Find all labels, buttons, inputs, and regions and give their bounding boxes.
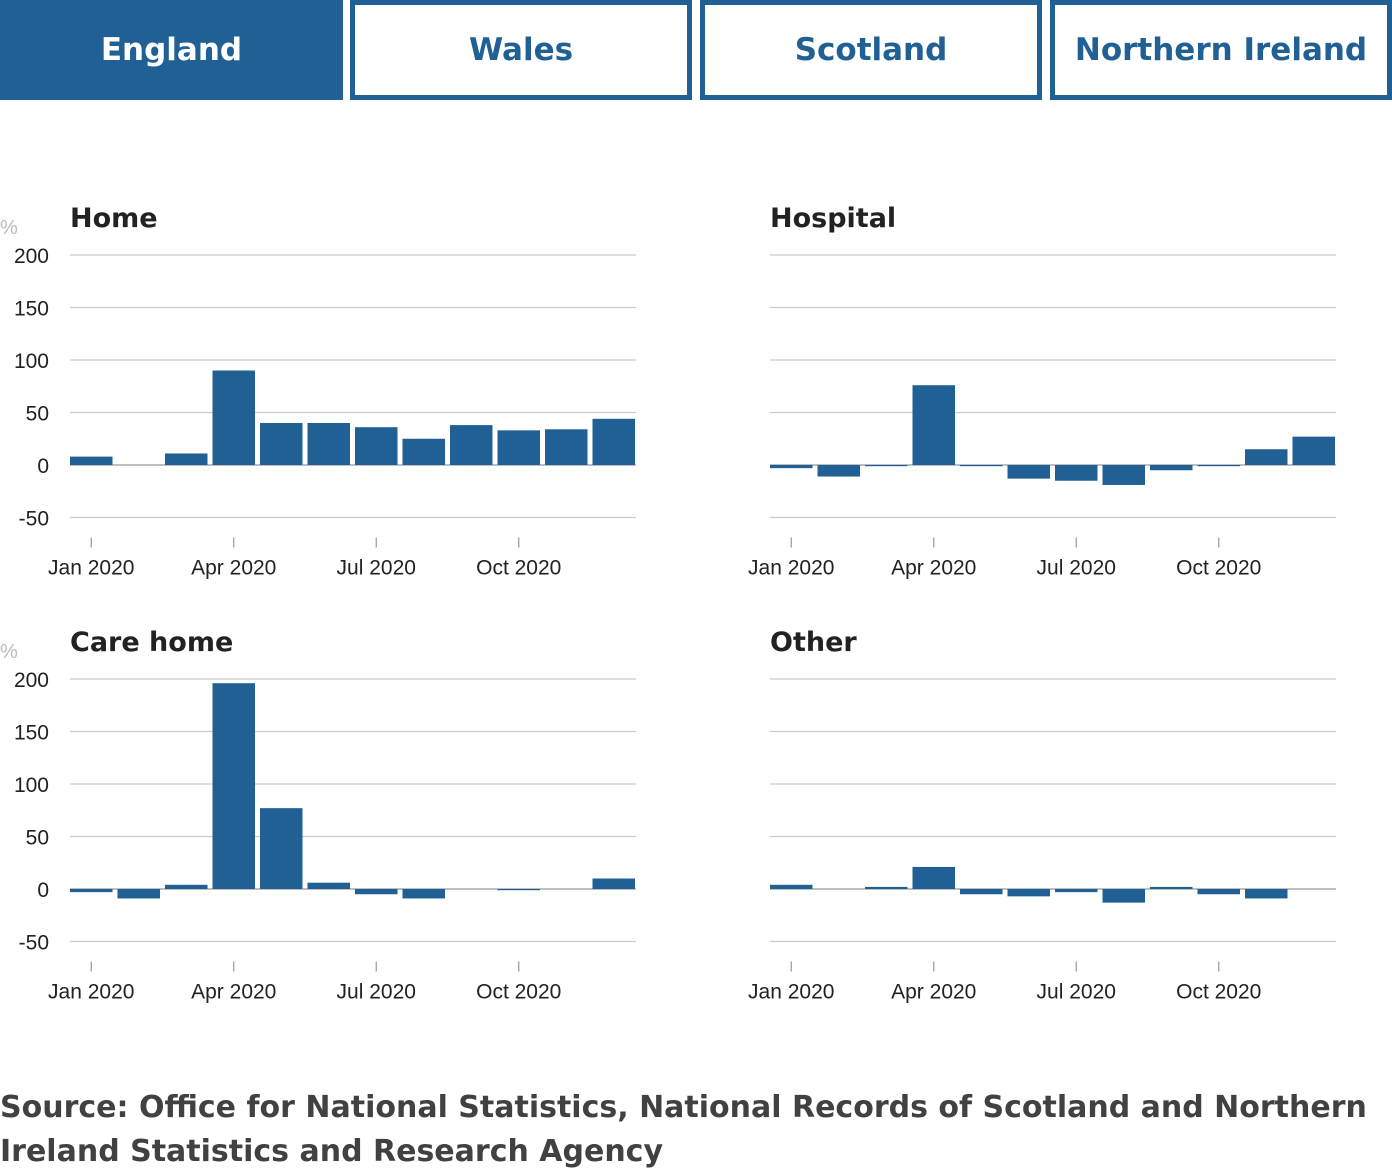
chart-title-home: Home [70,203,158,234]
bar-hospital-jan-2020 [770,465,813,469]
bar-care-home-dec-2020 [592,878,635,889]
bar-hospital-may-2020 [960,465,1003,467]
bar-other-oct-2020 [1197,889,1240,895]
bar-care-home-oct-2020 [497,889,540,891]
x-tick-label-hospital: Jul 2020 [1037,557,1116,580]
y-tick-label-home: 0 [37,455,49,478]
x-tick-label-hospital: Apr 2020 [891,557,976,580]
bar-hospital-aug-2020 [1102,465,1145,485]
nation-tabs: England Wales Scotland Northern Ireland [0,0,1392,100]
y-unit-label-home: % [0,217,18,239]
bar-care-home-jul-2020 [355,889,398,895]
bar-other-jun-2020 [1007,889,1050,897]
bar-hospital-sep-2020 [1150,465,1193,471]
y-unit-label-care-home: % [0,641,18,663]
x-tick-label-other: Jan 2020 [748,981,834,1004]
y-tick-label-home: 100 [14,350,49,373]
x-tick-label-care-home: Jan 2020 [48,981,134,1004]
x-tick-label-other: Jul 2020 [1037,981,1116,1004]
small-multiples-charts: Home% -50 0 50 100 150 200 Jan 2020 Apr 2020 Jul … [0,203,1336,1004]
bar-care-home-apr-2020 [212,683,255,889]
x-tick-label-care-home: Oct 2020 [476,981,561,1004]
y-tick-label-care-home: 0 [37,879,49,902]
bar-home-dec-2020 [592,418,635,465]
x-tick-label-care-home: Apr 2020 [191,981,276,1004]
source-note: Source: Office for National Statistics, … [0,1090,1367,1169]
bar-care-home-jan-2020 [70,889,113,893]
x-tick-label-other: Apr 2020 [891,981,976,1004]
bar-hospital-mar-2020 [865,465,908,467]
bar-home-oct-2020 [497,430,540,465]
bar-hospital-feb-2020 [817,465,860,477]
y-tick-label-care-home: 50 [26,827,49,850]
bar-home-may-2020 [260,423,303,465]
x-tick-label-hospital: Jan 2020 [748,557,834,580]
bar-hospital-jun-2020 [1007,465,1050,479]
y-tick-label-care-home: 150 [14,722,49,745]
bar-other-nov-2020 [1245,889,1288,899]
bar-hospital-oct-2020 [1197,465,1240,467]
bar-home-mar-2020 [165,453,208,465]
bar-other-apr-2020 [912,866,955,889]
bar-other-jul-2020 [1055,889,1098,893]
y-tick-label-care-home: 200 [14,669,49,692]
bar-other-may-2020 [960,889,1003,895]
y-tick-label-home: 200 [14,245,49,268]
y-tick-label-care-home: 100 [14,774,49,797]
y-tick-label-care-home: -50 [19,932,49,955]
y-tick-label-home: 150 [14,298,49,321]
tab-scotland[interactable]: Scotland [700,0,1042,100]
x-tick-label-home: Jan 2020 [48,557,134,580]
bar-care-home-jun-2020 [307,882,350,889]
bar-home-nov-2020 [545,429,588,465]
bar-home-sep-2020 [450,425,493,465]
x-tick-label-care-home: Jul 2020 [337,981,416,1004]
bar-other-sep-2020 [1150,886,1193,889]
tab-wales[interactable]: Wales [350,0,692,100]
x-tick-label-hospital: Oct 2020 [1176,557,1261,580]
chart-title-hospital: Hospital [770,203,896,234]
y-tick-label-home: 50 [26,403,49,426]
bar-home-jul-2020 [355,427,398,465]
bar-hospital-apr-2020 [912,385,955,465]
tab-england[interactable]: England [0,0,343,100]
x-tick-label-home: Jul 2020 [337,557,416,580]
bar-home-jun-2020 [307,423,350,465]
x-tick-label-home: Oct 2020 [476,557,561,580]
bar-care-home-feb-2020 [117,889,160,899]
chart-title-care-home: Care home [70,627,233,658]
bar-care-home-may-2020 [260,808,303,889]
bar-care-home-mar-2020 [165,884,208,889]
bar-home-jan-2020 [70,456,113,465]
bar-other-mar-2020 [865,886,908,889]
tab-northern-ireland[interactable]: Northern Ireland [1050,0,1392,100]
bar-home-apr-2020 [212,370,255,465]
chart-title-other: Other [770,627,857,658]
bar-care-home-aug-2020 [402,889,445,899]
bar-other-jan-2020 [770,884,813,889]
x-tick-label-other: Oct 2020 [1176,981,1261,1004]
bar-hospital-dec-2020 [1292,436,1335,465]
bar-other-aug-2020 [1102,889,1145,903]
x-tick-label-home: Apr 2020 [191,557,276,580]
bar-hospital-nov-2020 [1245,449,1288,465]
bar-home-aug-2020 [402,438,445,465]
y-tick-label-home: -50 [19,508,49,531]
bar-hospital-jul-2020 [1055,465,1098,481]
